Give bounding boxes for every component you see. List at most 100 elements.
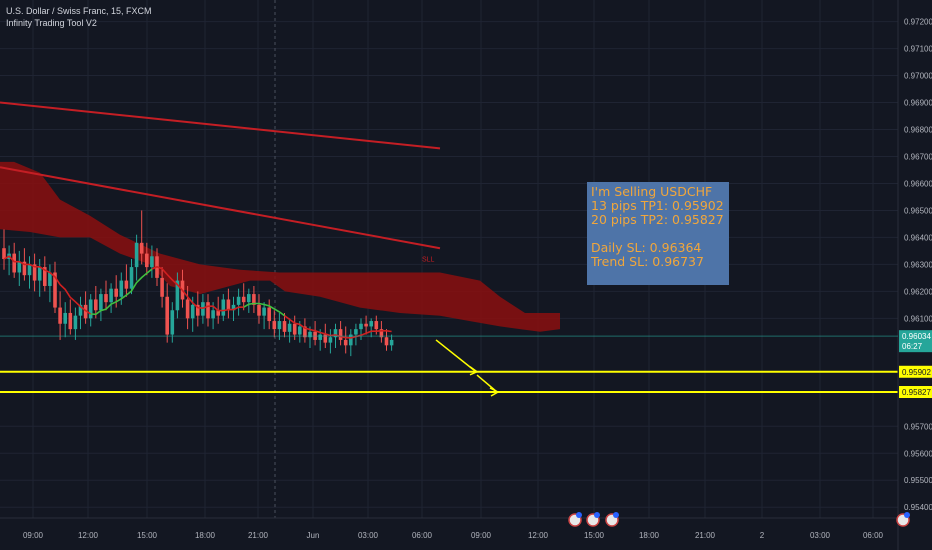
candle-body xyxy=(63,312,67,324)
candle-body xyxy=(292,323,297,335)
candle-body xyxy=(369,321,373,327)
target-label-tp2: 0.95827 xyxy=(902,388,931,397)
candle-body xyxy=(68,312,73,330)
candle-body xyxy=(88,299,93,319)
y-tick-label: 0.96400 xyxy=(904,233,932,242)
candle-body xyxy=(379,329,384,338)
grid xyxy=(0,0,898,518)
y-tick-label: 0.95400 xyxy=(904,503,932,512)
candle-body xyxy=(32,264,37,281)
x-tick-label: 21:00 xyxy=(248,531,269,540)
x-tick-label: 06:00 xyxy=(863,531,884,540)
candle-body xyxy=(206,302,210,319)
y-tick-label: 0.96700 xyxy=(904,152,932,161)
y-tick-label: 0.96500 xyxy=(904,206,932,215)
candle-body xyxy=(247,294,251,303)
y-tick-label: 0.95700 xyxy=(904,422,932,431)
candle-body xyxy=(43,267,47,286)
ma-segment-green xyxy=(243,302,285,317)
candle-body xyxy=(257,304,261,316)
arrowhead-1 xyxy=(469,366,479,376)
chart-header: U.S. Dollar / Swiss Franc, 15, FXCM Infi… xyxy=(6,5,152,29)
candle-body xyxy=(145,253,149,268)
candle-body xyxy=(12,253,16,273)
candle-body xyxy=(78,304,83,316)
x-tick-label: 06:00 xyxy=(412,531,433,540)
x-tick-label: 15:00 xyxy=(584,531,605,540)
y-tick-label: 0.96900 xyxy=(904,99,932,108)
arrowhead-2 xyxy=(489,387,500,397)
candle-body xyxy=(73,315,78,330)
candle-body xyxy=(27,264,32,276)
candle-body xyxy=(94,299,98,311)
candle-body xyxy=(58,307,62,324)
candle-body xyxy=(211,310,215,319)
indicator-title: Infinity Trading Tool V2 xyxy=(6,18,97,28)
trade-signal-box: I'm Selling USDCHF 13 pips TP1: 0.95902 … xyxy=(587,182,729,285)
candle-body xyxy=(114,288,118,297)
symbol-title: U.S. Dollar / Swiss Franc, 15, FXCM xyxy=(6,6,152,16)
candle-body xyxy=(109,288,113,303)
candle-body xyxy=(343,339,348,346)
candle-body xyxy=(374,321,379,330)
candle-body xyxy=(364,323,368,327)
targets: 0.95902 0.95827 xyxy=(0,339,932,399)
candle-body xyxy=(196,304,200,316)
sl-label: SLL xyxy=(422,257,435,264)
x-tick-label: Jun xyxy=(307,531,320,540)
candle-body xyxy=(287,323,292,332)
tp2-line: 20 pips TP2: 0.95827 xyxy=(591,212,724,227)
ma-segment-green xyxy=(90,268,153,316)
candle-body xyxy=(119,280,124,297)
current-price-label: 0.96034 xyxy=(902,332,931,341)
candle-body xyxy=(226,299,231,311)
daily-sl-line: Daily SL: 0.96364 xyxy=(591,240,702,255)
projection-arrow-1 xyxy=(435,339,477,373)
x-tick-label: 09:00 xyxy=(23,531,44,540)
y-tick-label: 0.97200 xyxy=(904,18,932,27)
y-tick-label: 0.96800 xyxy=(904,126,932,135)
candle-body xyxy=(134,242,139,268)
candle-body xyxy=(323,334,328,343)
x-tick-label: 12:00 xyxy=(528,531,549,540)
event-count-icon xyxy=(594,512,600,518)
ichimoku-cloud xyxy=(0,161,560,332)
candle-body xyxy=(308,331,312,338)
candle-body xyxy=(37,267,42,281)
cloud-area xyxy=(0,161,560,332)
spacer-line xyxy=(591,227,725,241)
trend-lines: SLL xyxy=(0,101,441,264)
candle-body xyxy=(104,294,108,303)
candle-body xyxy=(124,280,129,289)
candle-body xyxy=(318,334,322,340)
y-tick-label: 0.96600 xyxy=(904,179,932,188)
candle-body xyxy=(389,339,394,346)
target-tag-tp1 xyxy=(899,365,932,378)
candle-body xyxy=(99,294,103,311)
candle-body xyxy=(150,256,154,268)
candle-body xyxy=(83,304,88,319)
candle-body xyxy=(328,337,333,343)
candle-body xyxy=(384,337,389,346)
candle-body xyxy=(190,304,195,319)
y-tick-label: 0.97100 xyxy=(904,45,932,54)
candle-body xyxy=(241,296,246,303)
y-tick-label: 0.97000 xyxy=(904,72,932,81)
candle-body xyxy=(129,267,134,289)
event-icons xyxy=(568,512,910,527)
tp1-line: 13 pips TP1: 0.95902 xyxy=(591,198,724,213)
x-tick-label: 18:00 xyxy=(195,531,216,540)
candle-body xyxy=(252,294,256,305)
y-tick-label: 0.95500 xyxy=(904,476,932,485)
candle-body xyxy=(48,272,52,286)
event-count-icon xyxy=(576,512,582,518)
current-price-tag xyxy=(899,330,932,353)
candle-body xyxy=(272,321,277,330)
candle-body xyxy=(22,261,27,276)
ma-segment-red xyxy=(3,255,92,315)
candle-body xyxy=(175,280,180,311)
candle-body xyxy=(333,329,338,338)
x-tick-label: 18:00 xyxy=(639,531,660,540)
